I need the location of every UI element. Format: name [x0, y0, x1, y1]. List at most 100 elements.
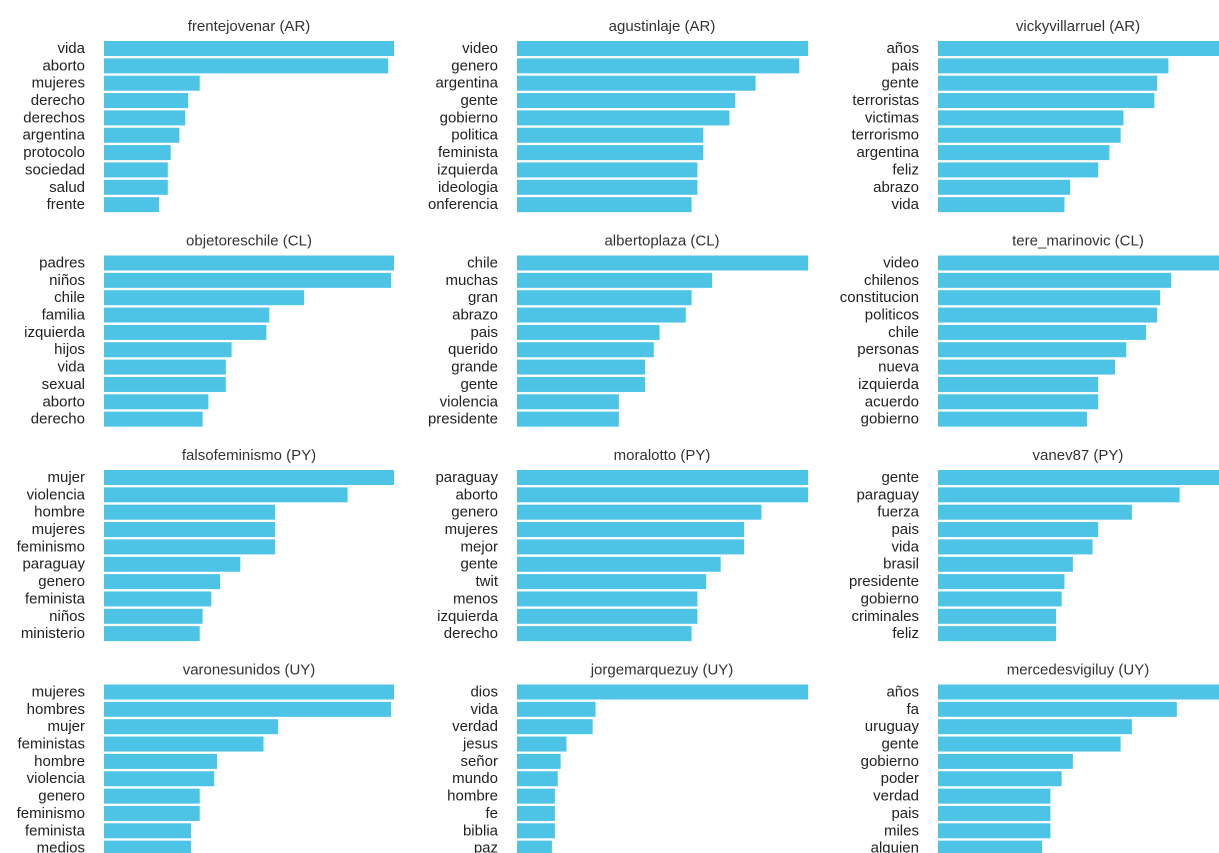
- bar: [104, 753, 218, 769]
- category-label: familia: [42, 307, 86, 324]
- bar: [938, 197, 1065, 213]
- panel-title: varonesunidos (UY): [183, 661, 316, 678]
- category-label: aborto: [42, 57, 85, 74]
- bar: [517, 324, 660, 340]
- category-label: victimas: [865, 109, 919, 126]
- panel: jorgemarquezuy (UY) diosvidaverdadjesusse…: [447, 661, 808, 853]
- panel-title: vanev87 (PY): [1033, 447, 1124, 464]
- bar: [517, 359, 646, 375]
- bar: [938, 376, 1099, 392]
- category-label: salud: [49, 179, 85, 196]
- bar: [517, 684, 808, 700]
- bar: [938, 255, 1219, 271]
- category-label: mujeres: [32, 683, 85, 700]
- category-label: padres: [39, 254, 85, 271]
- category-label: abrazo: [873, 179, 919, 196]
- category-label: terroristas: [852, 92, 919, 109]
- category-label: aborto: [455, 486, 498, 503]
- category-label: feliz: [892, 161, 919, 178]
- bar: [517, 701, 596, 717]
- category-label: verdad: [452, 718, 498, 735]
- panel-title: falsofeminismo (PY): [182, 447, 316, 464]
- bar: [104, 504, 276, 520]
- category-label: sociedad: [25, 161, 85, 178]
- bar: [938, 823, 1051, 839]
- bar: [517, 342, 654, 358]
- panel-title: moralotto (PY): [614, 447, 711, 464]
- category-label: hombre: [447, 788, 498, 805]
- bar: [938, 504, 1132, 520]
- bar: [104, 93, 189, 109]
- category-label: terrorismo: [851, 127, 919, 144]
- bar: [938, 342, 1127, 358]
- bar: [938, 539, 1093, 555]
- category-label: violencia: [27, 486, 86, 503]
- category-label: vida: [57, 359, 85, 376]
- category-label: argentina: [22, 127, 85, 144]
- category-label: derecho: [31, 411, 85, 428]
- bar: [104, 127, 180, 143]
- bar: [938, 487, 1180, 503]
- category-label: menos: [453, 590, 498, 607]
- bar: [938, 272, 1172, 288]
- bar: [517, 376, 646, 392]
- category-label: personas: [857, 341, 919, 358]
- bar: [938, 324, 1146, 340]
- category-label: gobierno: [440, 109, 498, 126]
- bar: [938, 41, 1219, 56]
- bar: [104, 324, 267, 340]
- category-label: violencia: [27, 770, 86, 787]
- category-label: video: [462, 40, 498, 57]
- category-label: frente: [47, 196, 85, 213]
- bar: [517, 470, 808, 485]
- category-label: genero: [451, 57, 498, 74]
- category-label: paraguay: [435, 469, 498, 486]
- bar: [517, 487, 808, 503]
- bar: [104, 684, 394, 700]
- bar: [517, 591, 698, 607]
- bar: [517, 145, 704, 161]
- category-label: aborto: [42, 393, 85, 410]
- category-label: mujer: [47, 469, 85, 486]
- bar: [938, 753, 1073, 769]
- bar: [517, 556, 721, 572]
- bar: [517, 626, 692, 642]
- category-label: feminismo: [17, 805, 85, 822]
- bar: [517, 93, 736, 109]
- category-label: hombres: [27, 701, 85, 718]
- bar: [938, 574, 1065, 590]
- category-label: abrazo: [452, 307, 498, 324]
- category-label: vida: [891, 196, 919, 213]
- category-label: muchas: [445, 272, 498, 289]
- bar: [104, 307, 270, 323]
- bar: [104, 41, 394, 56]
- category-label: chile: [54, 289, 85, 306]
- bar: [517, 162, 698, 178]
- bar: [938, 127, 1121, 143]
- bar: [938, 719, 1132, 735]
- category-label: derechos: [23, 109, 85, 126]
- bar: [104, 788, 200, 804]
- category-label: derecho: [444, 625, 498, 642]
- panel: vanev87 (PY) genteparaguayfuerzapaisvidab…: [849, 447, 1219, 642]
- category-label: paz: [474, 840, 498, 853]
- category-label: niños: [49, 272, 85, 289]
- panel-title: albertoplaza (CL): [604, 232, 719, 249]
- category-label: fa: [906, 701, 919, 718]
- bar: [104, 522, 276, 538]
- bar: [104, 290, 305, 306]
- bar: [938, 394, 1099, 410]
- bar: [517, 41, 808, 56]
- category-label: niños: [49, 608, 85, 625]
- bar: [104, 823, 191, 839]
- category-label: derecho: [31, 92, 85, 109]
- category-label: paraguay: [22, 556, 85, 573]
- category-label: gobierno: [861, 411, 919, 428]
- category-label: querido: [448, 341, 498, 358]
- category-label: pais: [891, 805, 919, 822]
- bar: [517, 574, 707, 590]
- panel: objetoreschile (CL) padresniñoschilefamil…: [24, 232, 394, 428]
- panel-title: tere_marinovic (CL): [1012, 232, 1144, 249]
- category-label: hombre: [34, 753, 85, 770]
